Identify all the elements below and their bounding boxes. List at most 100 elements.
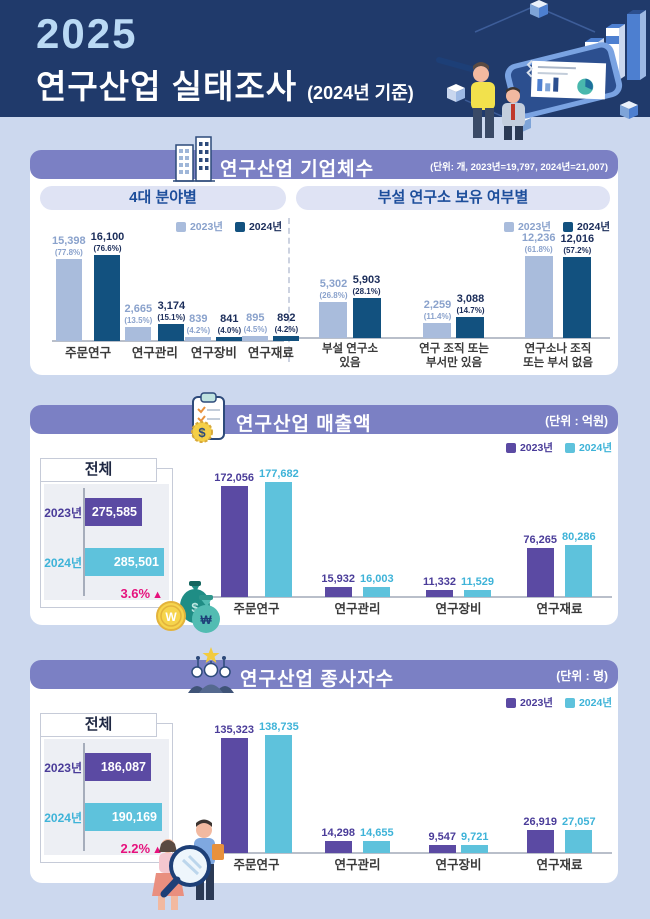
bar-value-label: 5,302: [319, 277, 348, 290]
bar-value-label: 11,332: [422, 575, 456, 588]
section-companies-title: 연구산업 기업체수: [220, 159, 375, 180]
bar-group: 12,236 (61.8%) 12,016 (57.2%) 연구소나 조직 또는 부서 …: [506, 210, 610, 373]
bar-2023년: [220, 738, 248, 853]
bar-group: 2,259 (11.4%) 3,088 (14.7%) 연구 조직 또는 부서만 있음: [402, 210, 506, 373]
axis-baseline: [210, 596, 612, 598]
category-label: 연구재료: [247, 346, 294, 360]
bar-pair: 11,332 11,529: [423, 576, 494, 597]
legend-revenue: 2023년 2024년: [468, 440, 612, 455]
bar-value-label: 14,298: [321, 826, 355, 839]
column-divider: [288, 218, 290, 362]
bar-2023년: [242, 336, 269, 341]
bar-value-label: 16,003: [360, 572, 394, 585]
bar-column: 16,003: [360, 573, 394, 597]
subheader-by-field: 4대 분야별: [40, 186, 286, 210]
bar-pair: 76,265 80,286: [523, 531, 596, 597]
bar-percent-label: (11.4%): [423, 312, 452, 321]
bar-column: 177,682: [259, 468, 299, 597]
category-label: 연구장비: [190, 346, 237, 360]
legend-swatch: [505, 697, 516, 708]
bar-value-label: 12,236: [521, 231, 556, 244]
bar-2024년: [565, 545, 593, 597]
overall-bar-2023: 275,585: [85, 498, 142, 526]
category-label: 연구관리: [131, 346, 178, 360]
bar-percent-label: (61.8%): [524, 245, 553, 254]
legend-swatch: [562, 221, 573, 232]
section-companies-header: [30, 150, 618, 179]
overall-axis: [83, 488, 85, 596]
bar-pair: 135,323 138,735: [214, 721, 299, 853]
axis-baseline: [210, 852, 612, 854]
category-label: 주문연구: [233, 858, 280, 872]
bar-2024년: [464, 590, 492, 597]
bar-column: 3,088 (14.7%): [456, 293, 485, 338]
bar-2024년: [565, 830, 593, 853]
bar-pair: 839 (4.2%) 841 (4.0%): [185, 312, 243, 341]
bar-2023년: [428, 845, 456, 853]
subheader-by-lab: 부설 연구소 보유 여부별: [296, 186, 610, 210]
bar-group: 135,323 138,735 주문연구: [206, 716, 307, 876]
bar-column: 172,056: [214, 472, 254, 597]
bar-column: 9,547: [428, 831, 456, 853]
bar-2024년: [363, 587, 391, 597]
bar-percent-label: (4.2%): [274, 325, 299, 334]
bar-percent-label: (57.2%): [563, 246, 592, 255]
bar-column: 138,735: [259, 721, 299, 853]
overall-title: 전체: [40, 458, 157, 482]
bar-value-label: 26,919: [523, 815, 557, 828]
bar-pair: 2,665 (13.5%) 3,174 (15.1%): [124, 300, 185, 341]
overall-bar-2024: 190,169: [85, 803, 162, 831]
section-revenue-header: [30, 405, 618, 434]
bar-column: 15,932: [321, 573, 355, 597]
money-bags-icon: $ ₩ W: [156, 581, 220, 633]
bar-value-label: 177,682: [259, 467, 299, 480]
header-year: 2025: [36, 10, 138, 57]
legend-label: 2023년: [189, 221, 223, 233]
bar-value-label: 16,100: [90, 230, 125, 243]
person-telescope-icon: [436, 57, 495, 138]
bar-2023년: [319, 302, 348, 338]
bar-column: 76,265: [523, 534, 557, 597]
overall-title: 전체: [40, 713, 157, 737]
bar-value-label: 2,665: [124, 302, 153, 315]
bar-column: 11,332: [423, 576, 456, 597]
bar-column: 12,016 (57.2%): [561, 233, 594, 338]
bar-group: 5,302 (26.8%) 5,903 (28.1%) 부설 연구소 있음: [298, 210, 402, 373]
bar-2023년: [125, 327, 152, 341]
magnifier-people-icon: [152, 819, 224, 910]
bar-2024년: [363, 841, 391, 853]
bar-value-label: 3,174: [157, 299, 186, 312]
bar-percent-label: (26.8%): [319, 291, 348, 300]
bar-2024년: [94, 255, 121, 341]
bar-2024년: [563, 257, 592, 338]
bar-2023년: [526, 548, 554, 597]
bar-column: 9,721: [461, 831, 489, 853]
legend-item: 2023년: [505, 440, 553, 455]
category-label: 연구관리: [334, 602, 381, 616]
bar-2024년: [273, 336, 300, 341]
bar-value-label: 14,655: [360, 826, 394, 839]
legend-item: 2023년: [503, 219, 551, 234]
legend-swatch: [564, 697, 575, 708]
team-icon: [188, 647, 234, 693]
category-label: 연구장비: [435, 858, 482, 872]
bar-column: 15,398 (77.8%): [52, 235, 86, 341]
bar-group: 76,265 80,286 연구재료: [509, 462, 610, 620]
bar-2024년: [216, 337, 243, 341]
category-label: 연구소나 조직 또는 부서 없음: [523, 343, 593, 369]
bar-value-label: 11,529: [461, 575, 495, 588]
overall-bar-2024: 285,501: [85, 548, 164, 576]
bar-value-label: 135,323: [214, 723, 254, 736]
legend-item: 2024년: [562, 219, 610, 234]
bar-group: 895 (4.5%) 892 (4.2%) 연구재료: [242, 216, 300, 364]
bar-column: 2,259 (11.4%): [423, 298, 452, 338]
bar-value-label: 895: [246, 311, 265, 324]
workers-overall-box: 전체 2023년 186,087 2024년 190,169 2.2% ▲: [40, 713, 173, 863]
bar-group: 26,919 27,057 연구재료: [509, 716, 610, 876]
bar-value-label: 2,259: [423, 298, 452, 311]
legend-workers: 2023년 2024년: [468, 695, 612, 710]
legend-label: 2023년: [517, 221, 551, 233]
bar-2024년: [456, 317, 485, 338]
building-icon: [173, 136, 215, 182]
bar-value-label: 839: [189, 312, 208, 325]
